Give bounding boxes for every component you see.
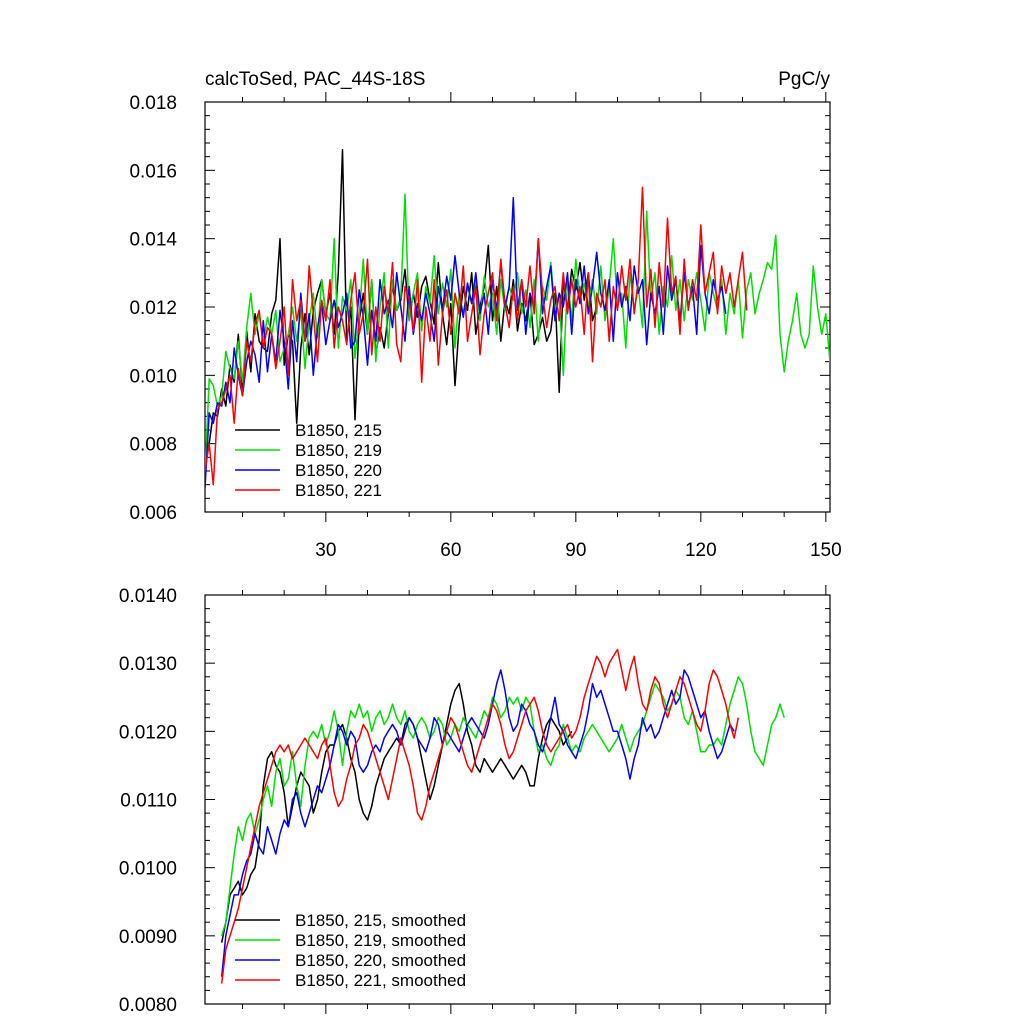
top-legend-label: B1850, 220	[295, 461, 382, 480]
bottom-y-tick-label: 0.0130	[119, 654, 177, 675]
top-y-tick-label: 0.012	[129, 298, 177, 319]
bottom-legend-label: B1850, 219, smoothed	[295, 931, 466, 950]
top-chart-units: PgC/y	[778, 69, 830, 90]
bottom-legend-label: B1850, 215, smoothed	[295, 911, 466, 930]
top-y-tick-label: 0.010	[129, 366, 177, 387]
top-x-tick-label: 120	[685, 540, 717, 561]
top-y-tick-label: 0.008	[129, 435, 177, 456]
top-y-tick-label: 0.014	[129, 230, 177, 251]
top-legend-label: B1850, 215	[295, 421, 382, 440]
bottom-y-tick-label: 0.0120	[119, 722, 177, 743]
top-y-tick-label: 0.018	[129, 93, 177, 114]
bottom-legend-label: B1850, 221, smoothed	[295, 971, 466, 990]
top-chart-title: calcToSed, PAC_44S-18S	[205, 69, 425, 90]
bottom-series-line-1	[220, 682, 573, 943]
top-y-tick-label: 0.016	[129, 161, 177, 182]
top-y-tick-label: 0.006	[129, 503, 177, 524]
bottom-legend-label: B1850, 220, smoothed	[295, 951, 466, 970]
bottom-y-tick-label: 0.0110	[120, 791, 177, 812]
top-x-tick-label: 30	[315, 540, 336, 561]
top-x-tick-label: 90	[565, 540, 586, 561]
bottom-y-tick-label: 0.0140	[119, 586, 177, 607]
bottom-y-tick-label: 0.0100	[119, 859, 177, 880]
top-x-tick-label: 150	[810, 540, 842, 561]
bottom-series-line-2	[220, 676, 785, 937]
bottom-chart: 0.0080 0.0090 0.0100 0.0110 0.0120 0.0130 0.01…	[119, 585, 831, 1016]
bottom-series-line-4	[220, 648, 740, 984]
top-series-line-2	[205, 193, 830, 475]
top-chart: 0.006 0.008 0.010 0.012 0.014 0.016 0.018 30 60 9…	[129, 92, 842, 561]
top-legend-label: B1850, 221	[295, 481, 382, 500]
top-series-line-4	[205, 186, 748, 486]
top-legend-label: B1850, 219	[295, 441, 382, 460]
bottom-y-tick-label: 0.0090	[119, 927, 177, 948]
bottom-series-line-3	[220, 669, 735, 977]
top-x-tick-label: 60	[440, 540, 461, 561]
bottom-y-tick-label: 0.0080	[119, 995, 177, 1016]
